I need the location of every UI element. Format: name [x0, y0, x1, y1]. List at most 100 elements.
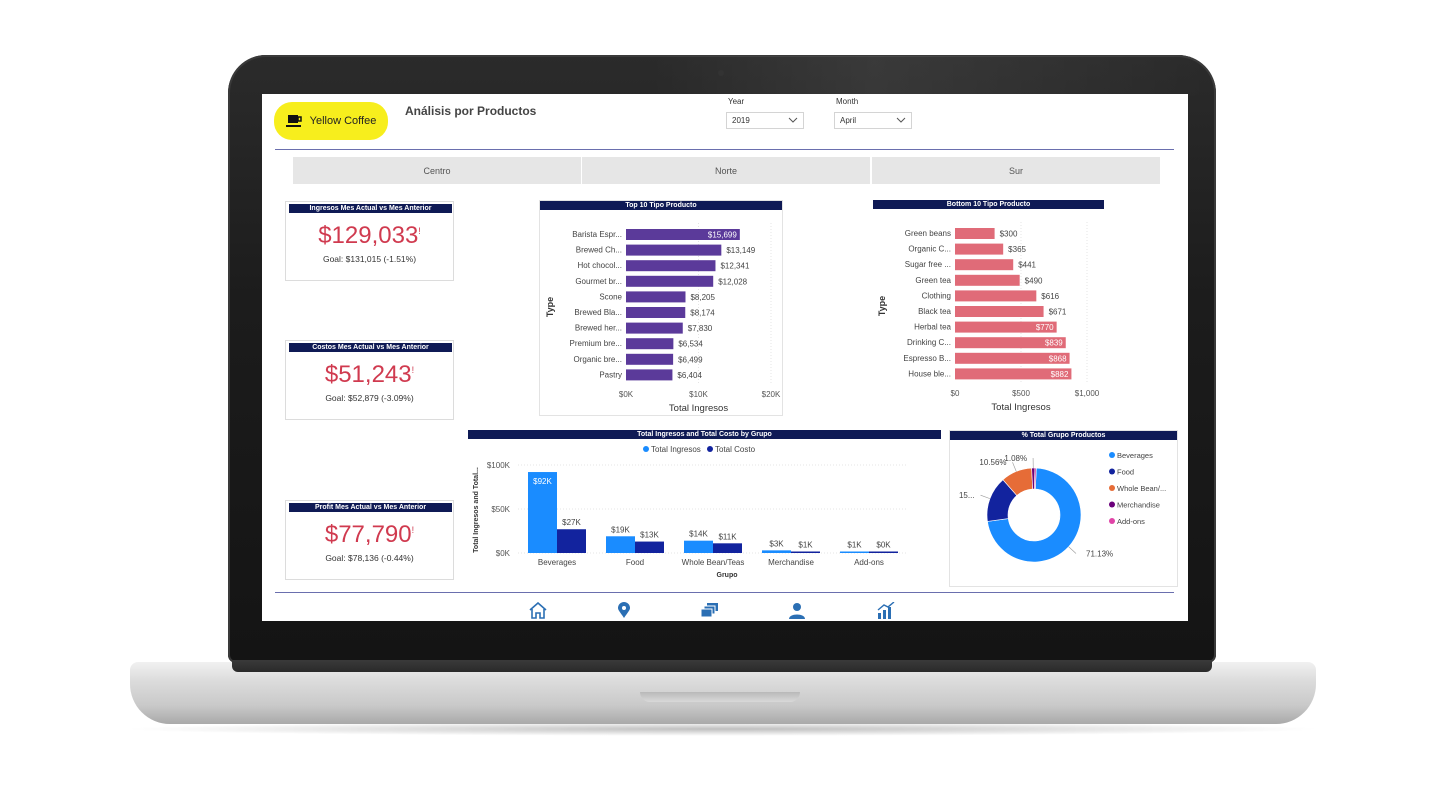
- bar: [626, 307, 686, 318]
- donut-title: % Total Grupo Productos: [950, 431, 1177, 440]
- category-label: Food: [626, 558, 644, 567]
- x-axis-title: Grupo: [717, 572, 738, 579]
- chevron-down-icon: [896, 117, 906, 123]
- region-sur[interactable]: Sur: [872, 157, 1160, 184]
- kpi-costos-amount: $51,243: [324, 361, 412, 388]
- data-label: $616: [1041, 292, 1059, 301]
- bar: [626, 260, 716, 272]
- bar: [840, 551, 869, 553]
- kpi-costos-card: Costos Mes Actual vs Mes Anterior $51,24…: [285, 340, 454, 420]
- camera-icon: [718, 70, 724, 76]
- user-icon[interactable]: [789, 602, 805, 619]
- data-label: $839: [1045, 339, 1063, 348]
- kpi-ingresos-card: Ingresos Mes Actual vs Mes Anterior $129…: [285, 201, 454, 281]
- data-label: $14K: [689, 530, 708, 539]
- x-tick-label: $10K: [689, 390, 708, 399]
- data-label: $671: [1049, 308, 1067, 317]
- bar: [635, 541, 664, 553]
- bottom10-title: Bottom 10 Tipo Producto: [873, 200, 1104, 209]
- logo: Yellow Coffee: [274, 102, 388, 140]
- data-label: $92K: [533, 477, 552, 486]
- y-tick-label: $50K: [491, 505, 510, 514]
- year-select[interactable]: 2019: [726, 112, 804, 129]
- category-label: Organic C...: [908, 245, 951, 254]
- layers-icon[interactable]: [701, 602, 719, 619]
- kpi-profit-title: Profit Mes Actual vs Mes Anterior: [289, 503, 452, 512]
- bar: [626, 338, 674, 350]
- legend-marker: [1109, 485, 1115, 491]
- category-label: Pastry: [599, 370, 622, 379]
- growth-chart-icon[interactable]: [877, 602, 895, 619]
- location-pin-icon[interactable]: [617, 602, 631, 619]
- category-label: Premium bre...: [570, 339, 622, 348]
- laptop-shadow: [120, 722, 1326, 736]
- bar: [955, 368, 1072, 380]
- bar: [626, 229, 740, 240]
- bar: [684, 540, 713, 553]
- chevron-down-icon: [788, 117, 798, 123]
- region-norte[interactable]: Norte: [582, 157, 870, 184]
- bar: [626, 244, 722, 256]
- category-label: Brewed Bla...: [574, 308, 622, 317]
- category-label: Brewed her...: [575, 324, 622, 333]
- y-axis-title: Type: [877, 296, 887, 316]
- data-label: $770: [1036, 323, 1054, 332]
- donut-chart: 71.13% 15... 10.56%1.08% Beverages Food Whole…: [959, 451, 1166, 563]
- data-label: $12,028: [718, 277, 747, 286]
- legend-marker: [1109, 468, 1115, 475]
- data-label: $882: [1051, 370, 1069, 379]
- data-label: $15,699: [708, 231, 737, 240]
- kpi-costos-value: $51,243!: [286, 361, 453, 389]
- data-label: $27K: [562, 518, 581, 527]
- data-label: $13K: [640, 531, 659, 540]
- legend-label: Merchandise: [1117, 501, 1160, 510]
- top10-chart: $0K $10K $20K Barista Espr... $15,699 Brewed …: [545, 223, 781, 414]
- home-icon[interactable]: [529, 602, 547, 619]
- category-label: Beverages: [538, 558, 576, 567]
- legend-label: Total Costo: [715, 445, 756, 454]
- data-label: $0K: [876, 541, 891, 550]
- x-tick-label: $0: [951, 389, 960, 398]
- category-label: Green beans: [905, 229, 951, 238]
- data-label: $6,499: [678, 355, 703, 364]
- x-tick-label: $500: [1012, 389, 1030, 398]
- category-label: Drinking C...: [907, 338, 951, 347]
- bar: [955, 274, 1020, 286]
- region-centro[interactable]: Centro: [293, 157, 581, 184]
- dashboard-screen: Yellow Coffee Análisis por Productos Yea…: [262, 94, 1188, 621]
- bar: [955, 259, 1014, 271]
- category-label: House ble...: [908, 369, 951, 378]
- category-label: Whole Bean/Teas: [682, 558, 745, 567]
- kpi-costos-goal: Goal: $52,879 (-3.09%): [325, 393, 414, 403]
- data-label: $6,404: [677, 371, 702, 380]
- bar: [955, 290, 1037, 302]
- kpi-profit-card: Profit Mes Actual vs Mes Anterior $77,79…: [285, 500, 454, 580]
- category-label: Hot chocol...: [578, 261, 622, 270]
- slice-label: 71.13%: [1086, 550, 1113, 559]
- month-value: April: [840, 116, 857, 125]
- bar: [955, 306, 1044, 317]
- legend-label: Beverages: [1117, 451, 1153, 460]
- bar: [955, 243, 1004, 255]
- coffee-cup-icon: [285, 115, 302, 127]
- bar: [955, 337, 1066, 349]
- x-axis-title: Total Ingresos: [991, 402, 1050, 413]
- data-label: $8,205: [690, 293, 715, 302]
- month-select[interactable]: April: [834, 112, 912, 129]
- category-label: Espresso B...: [903, 354, 951, 363]
- y-tick-label: $100K: [487, 461, 511, 470]
- leader-line: [1012, 462, 1017, 472]
- header-divider: [275, 149, 1174, 150]
- laptop-base-edge: [232, 660, 1212, 672]
- kpi-ingresos-goal: Goal: $131,015 (-1.51%): [322, 254, 417, 264]
- page-title: Análisis por Productos: [405, 104, 537, 118]
- category-label: Brewed Ch...: [576, 246, 622, 255]
- y-tick-label: $0K: [496, 549, 511, 558]
- bar: [626, 322, 683, 334]
- category-label: Sugar free ...: [905, 260, 951, 269]
- bar: [955, 321, 1057, 333]
- grupo-title: Total Ingresos and Total Costo by Grupo: [468, 430, 941, 439]
- year-value: 2019: [732, 116, 750, 125]
- category-label: Herbal tea: [914, 323, 951, 332]
- legend-marker: [1109, 501, 1115, 508]
